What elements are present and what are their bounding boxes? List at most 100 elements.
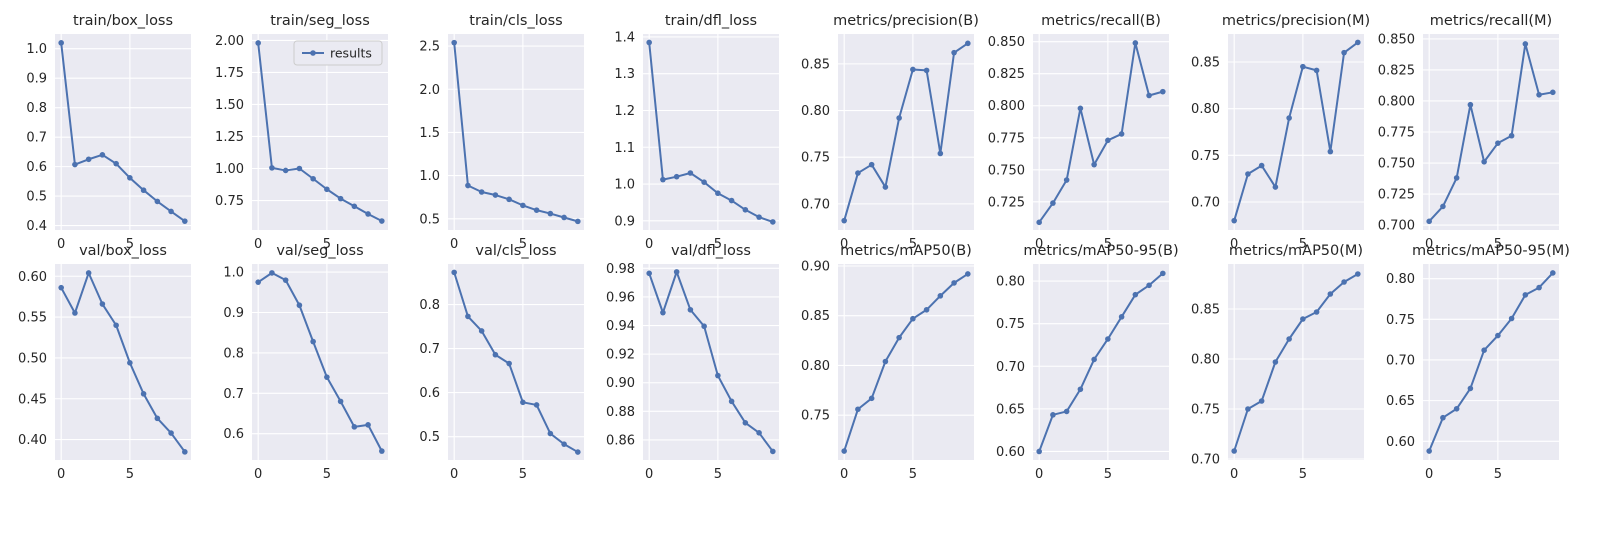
data-point: [1481, 347, 1487, 354]
data-point: [701, 179, 707, 185]
data-point: [113, 160, 119, 167]
y-tick-label: 0.75: [1386, 313, 1415, 328]
data-point: [923, 67, 930, 74]
data-point: [99, 301, 106, 307]
data-point: [1341, 49, 1347, 56]
data-point: [1245, 171, 1251, 177]
x-tick-label: 0: [1035, 237, 1043, 252]
series-line: [843, 42, 969, 221]
data-point: [1132, 291, 1139, 298]
x-tick-label: 5: [519, 467, 527, 482]
data-point: [923, 306, 930, 313]
data-point: [282, 167, 289, 174]
legend: results: [293, 40, 383, 66]
data-point: [1063, 177, 1070, 183]
y-tick-label: 0.6: [26, 160, 47, 175]
subplot-title: metrics/precision(M): [1222, 13, 1370, 29]
data-point: [1160, 270, 1166, 277]
series-line: [257, 271, 383, 452]
y-tick-label: 1.3: [614, 67, 635, 82]
data-point: [296, 302, 303, 309]
y-tick-label: 0.775: [1378, 126, 1415, 141]
data-point: [1077, 386, 1084, 393]
subplot-title: metrics/mAP50(M): [1229, 243, 1363, 259]
data-point: [1467, 385, 1474, 392]
y-tick-label: 0.98: [606, 262, 635, 277]
y-tick-label: 1.0: [26, 42, 47, 57]
y-tick-label: 0.80: [1386, 272, 1415, 287]
data-point: [72, 310, 78, 316]
data-point: [492, 351, 499, 358]
x-tick-label: 5: [1494, 467, 1502, 482]
data-point: [1245, 406, 1251, 412]
y-tick-label: 0.70: [1386, 353, 1415, 368]
data-point: [756, 430, 762, 436]
data-point: [1231, 217, 1237, 224]
x-tick-label: 5: [1299, 237, 1307, 252]
data-point: [673, 269, 680, 275]
y-tick-label: 0.94: [606, 319, 635, 334]
data-point: [1258, 398, 1265, 404]
subplot: 0 5 0.70 0.75 0.80 0.85 metrics/precision(M): [1191, 13, 1370, 252]
data-point: [1105, 137, 1111, 144]
data-point: [1495, 332, 1501, 339]
x-tick-label: 0: [57, 467, 65, 482]
y-tick-label: 0.92: [606, 348, 635, 363]
data-point: [896, 115, 902, 121]
data-point: [756, 214, 762, 220]
data-point: [1453, 405, 1460, 412]
data-point: [1091, 356, 1097, 363]
x-tick-label: 0: [840, 467, 848, 482]
data-point: [1467, 101, 1474, 108]
subplot-title: val/dfl_loss: [671, 243, 751, 259]
y-tick-label: 0.7: [223, 387, 244, 402]
subplot: 0 5 0.4 0.5 0.6 0.7 0.8 0.9 1.0 train/box_loss: [26, 13, 191, 252]
x-tick-label: 5: [323, 467, 331, 482]
y-tick-label: 0.850: [1378, 32, 1415, 47]
data-point: [520, 399, 526, 406]
x-tick-label: 5: [909, 467, 917, 482]
series-line: [1233, 273, 1359, 452]
series-line: [60, 271, 186, 453]
y-tick-label: 0.40: [18, 433, 47, 448]
data-point: [660, 176, 666, 183]
y-tick-label: 0.55: [18, 311, 47, 326]
x-tick-label: 0: [450, 237, 458, 252]
data-point: [841, 217, 847, 224]
data-point: [1036, 448, 1042, 455]
data-point: [85, 156, 92, 163]
data-point: [646, 39, 652, 46]
x-tick-label: 0: [450, 467, 458, 482]
data-point: [868, 161, 875, 168]
y-tick-label: 1.2: [614, 104, 635, 119]
data-point: [533, 402, 540, 408]
data-point: [520, 202, 526, 209]
plot-area: [55, 34, 191, 230]
legend-marker: [310, 50, 316, 56]
plot-area: [643, 34, 779, 230]
subplot: 0 5 0.5 1.0 1.5 2.0 2.5 train/cls_loss: [419, 13, 584, 252]
series-line: [1038, 272, 1164, 452]
data-point: [1300, 316, 1306, 322]
y-tick-label: 0.800: [988, 99, 1025, 114]
data-point: [575, 218, 581, 225]
data-point: [910, 66, 916, 73]
data-point: [1313, 67, 1320, 74]
x-tick-label: 5: [714, 467, 722, 482]
y-tick-label: 0.800: [1378, 94, 1415, 109]
x-tick-label: 5: [519, 237, 527, 252]
y-tick-label: 0.7: [26, 131, 47, 146]
data-point: [492, 192, 499, 198]
y-tick-label: 0.60: [1386, 435, 1415, 450]
data-point: [1146, 282, 1152, 289]
x-tick-label: 5: [714, 237, 722, 252]
y-tick-label: 0.75: [801, 409, 830, 424]
data-point: [1077, 105, 1084, 112]
y-tick-label: 1.50: [215, 98, 244, 113]
y-tick-label: 0.96: [606, 290, 635, 305]
data-point: [1426, 218, 1432, 225]
subplot: 0 5 0.75 1.00 1.25 1.50 1.75 2.00 train/seg_loss…: [215, 13, 388, 252]
data-point: [140, 187, 147, 194]
y-tick-label: 0.6: [419, 386, 440, 401]
data-point: [451, 39, 457, 46]
